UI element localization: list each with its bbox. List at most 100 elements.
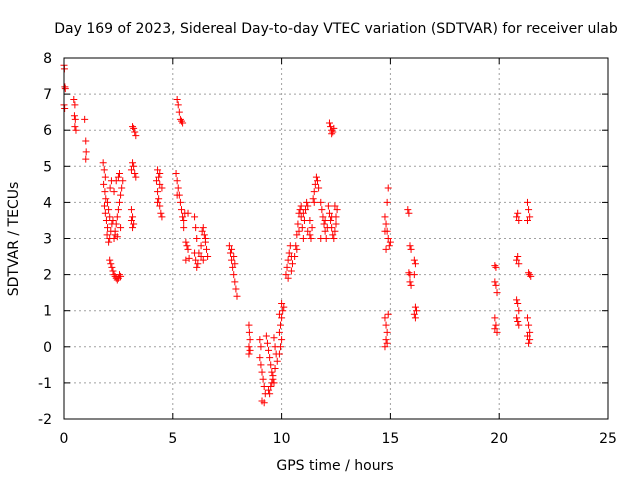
data-point (320, 220, 328, 228)
data-point (384, 310, 392, 318)
data-point (318, 206, 326, 214)
data-point (381, 213, 389, 221)
data-point (513, 256, 521, 264)
data-point (491, 314, 499, 322)
data-point (297, 213, 305, 221)
data-point (199, 256, 207, 264)
data-point (331, 202, 339, 210)
data-point (310, 188, 318, 196)
data-point (303, 198, 311, 206)
data-point (328, 224, 336, 232)
data-point (410, 271, 418, 279)
data-point (277, 321, 285, 329)
data-point (523, 198, 531, 206)
data-point (155, 195, 163, 203)
data-point (267, 361, 275, 369)
data-point (309, 195, 317, 203)
data-point (291, 253, 299, 261)
data-point (233, 292, 241, 300)
data-point (127, 206, 135, 214)
data-point (383, 328, 391, 336)
data-point (492, 263, 500, 271)
data-point (110, 235, 118, 242)
data-point (328, 130, 336, 138)
data-point (284, 274, 292, 282)
chart-title: Day 169 of 2023, Sidereal Day-to-day VTE… (54, 21, 618, 37)
data-point (103, 231, 111, 239)
data-point (329, 231, 337, 239)
data-point (117, 191, 125, 199)
data-point (130, 162, 138, 170)
data-point (115, 198, 123, 206)
data-point (278, 336, 286, 344)
data-point (293, 245, 301, 253)
data-point (383, 339, 391, 347)
data-point (226, 249, 234, 257)
data-point (319, 213, 327, 221)
x-tick-label: 10 (273, 431, 291, 447)
data-point (154, 166, 162, 174)
data-point (127, 166, 135, 174)
data-point (278, 299, 286, 307)
data-point (295, 227, 303, 235)
data-point (131, 170, 139, 178)
data-point (333, 206, 341, 214)
data-point (411, 314, 419, 322)
data-point (526, 271, 534, 279)
data-point (113, 213, 121, 221)
data-point (184, 245, 192, 253)
data-point (514, 253, 522, 261)
data-point (491, 325, 499, 333)
data-point (61, 85, 69, 93)
data-point (265, 346, 273, 354)
data-point (231, 278, 239, 286)
data-point (246, 336, 254, 344)
data-point (526, 328, 534, 336)
data-point (317, 198, 325, 206)
data-point (381, 227, 389, 235)
data-point (263, 339, 271, 347)
data-point (230, 253, 238, 261)
data-point (265, 386, 273, 394)
data-point (228, 245, 236, 253)
data-point (277, 343, 285, 351)
data-point (81, 115, 89, 123)
data-point (178, 117, 186, 125)
data-point (200, 231, 208, 239)
data-point (82, 155, 90, 163)
data-point (258, 368, 266, 376)
data-point (382, 220, 390, 228)
data-point (127, 216, 135, 224)
data-point (257, 343, 265, 351)
data-point (246, 346, 254, 354)
data-point (101, 209, 109, 217)
data-point (382, 321, 390, 329)
data-point (199, 224, 207, 232)
data-point (70, 96, 78, 104)
data-point (105, 238, 113, 246)
data-point (284, 256, 292, 264)
y-axis-label: SDTVAR / TECUs (6, 182, 22, 297)
data-point (178, 206, 186, 214)
y-tick-label: 7 (43, 87, 52, 103)
data-point (71, 115, 79, 123)
data-point (324, 202, 332, 210)
data-point (491, 278, 499, 286)
data-point (327, 216, 335, 224)
data-point (109, 267, 117, 275)
data-point (197, 253, 205, 261)
data-point (114, 173, 122, 181)
data-point (299, 209, 307, 217)
data-point (266, 390, 274, 398)
y-tick-label: 6 (43, 123, 52, 139)
data-point (306, 216, 314, 224)
data-point (129, 123, 137, 131)
data-point (385, 242, 393, 250)
data-point (306, 231, 314, 239)
data-point (293, 231, 301, 239)
data-point (321, 227, 329, 235)
x-axis-label: GPS time / hours (276, 458, 393, 474)
x-tick-label: 5 (168, 431, 177, 447)
data-point (154, 188, 162, 196)
data-point (173, 191, 181, 199)
